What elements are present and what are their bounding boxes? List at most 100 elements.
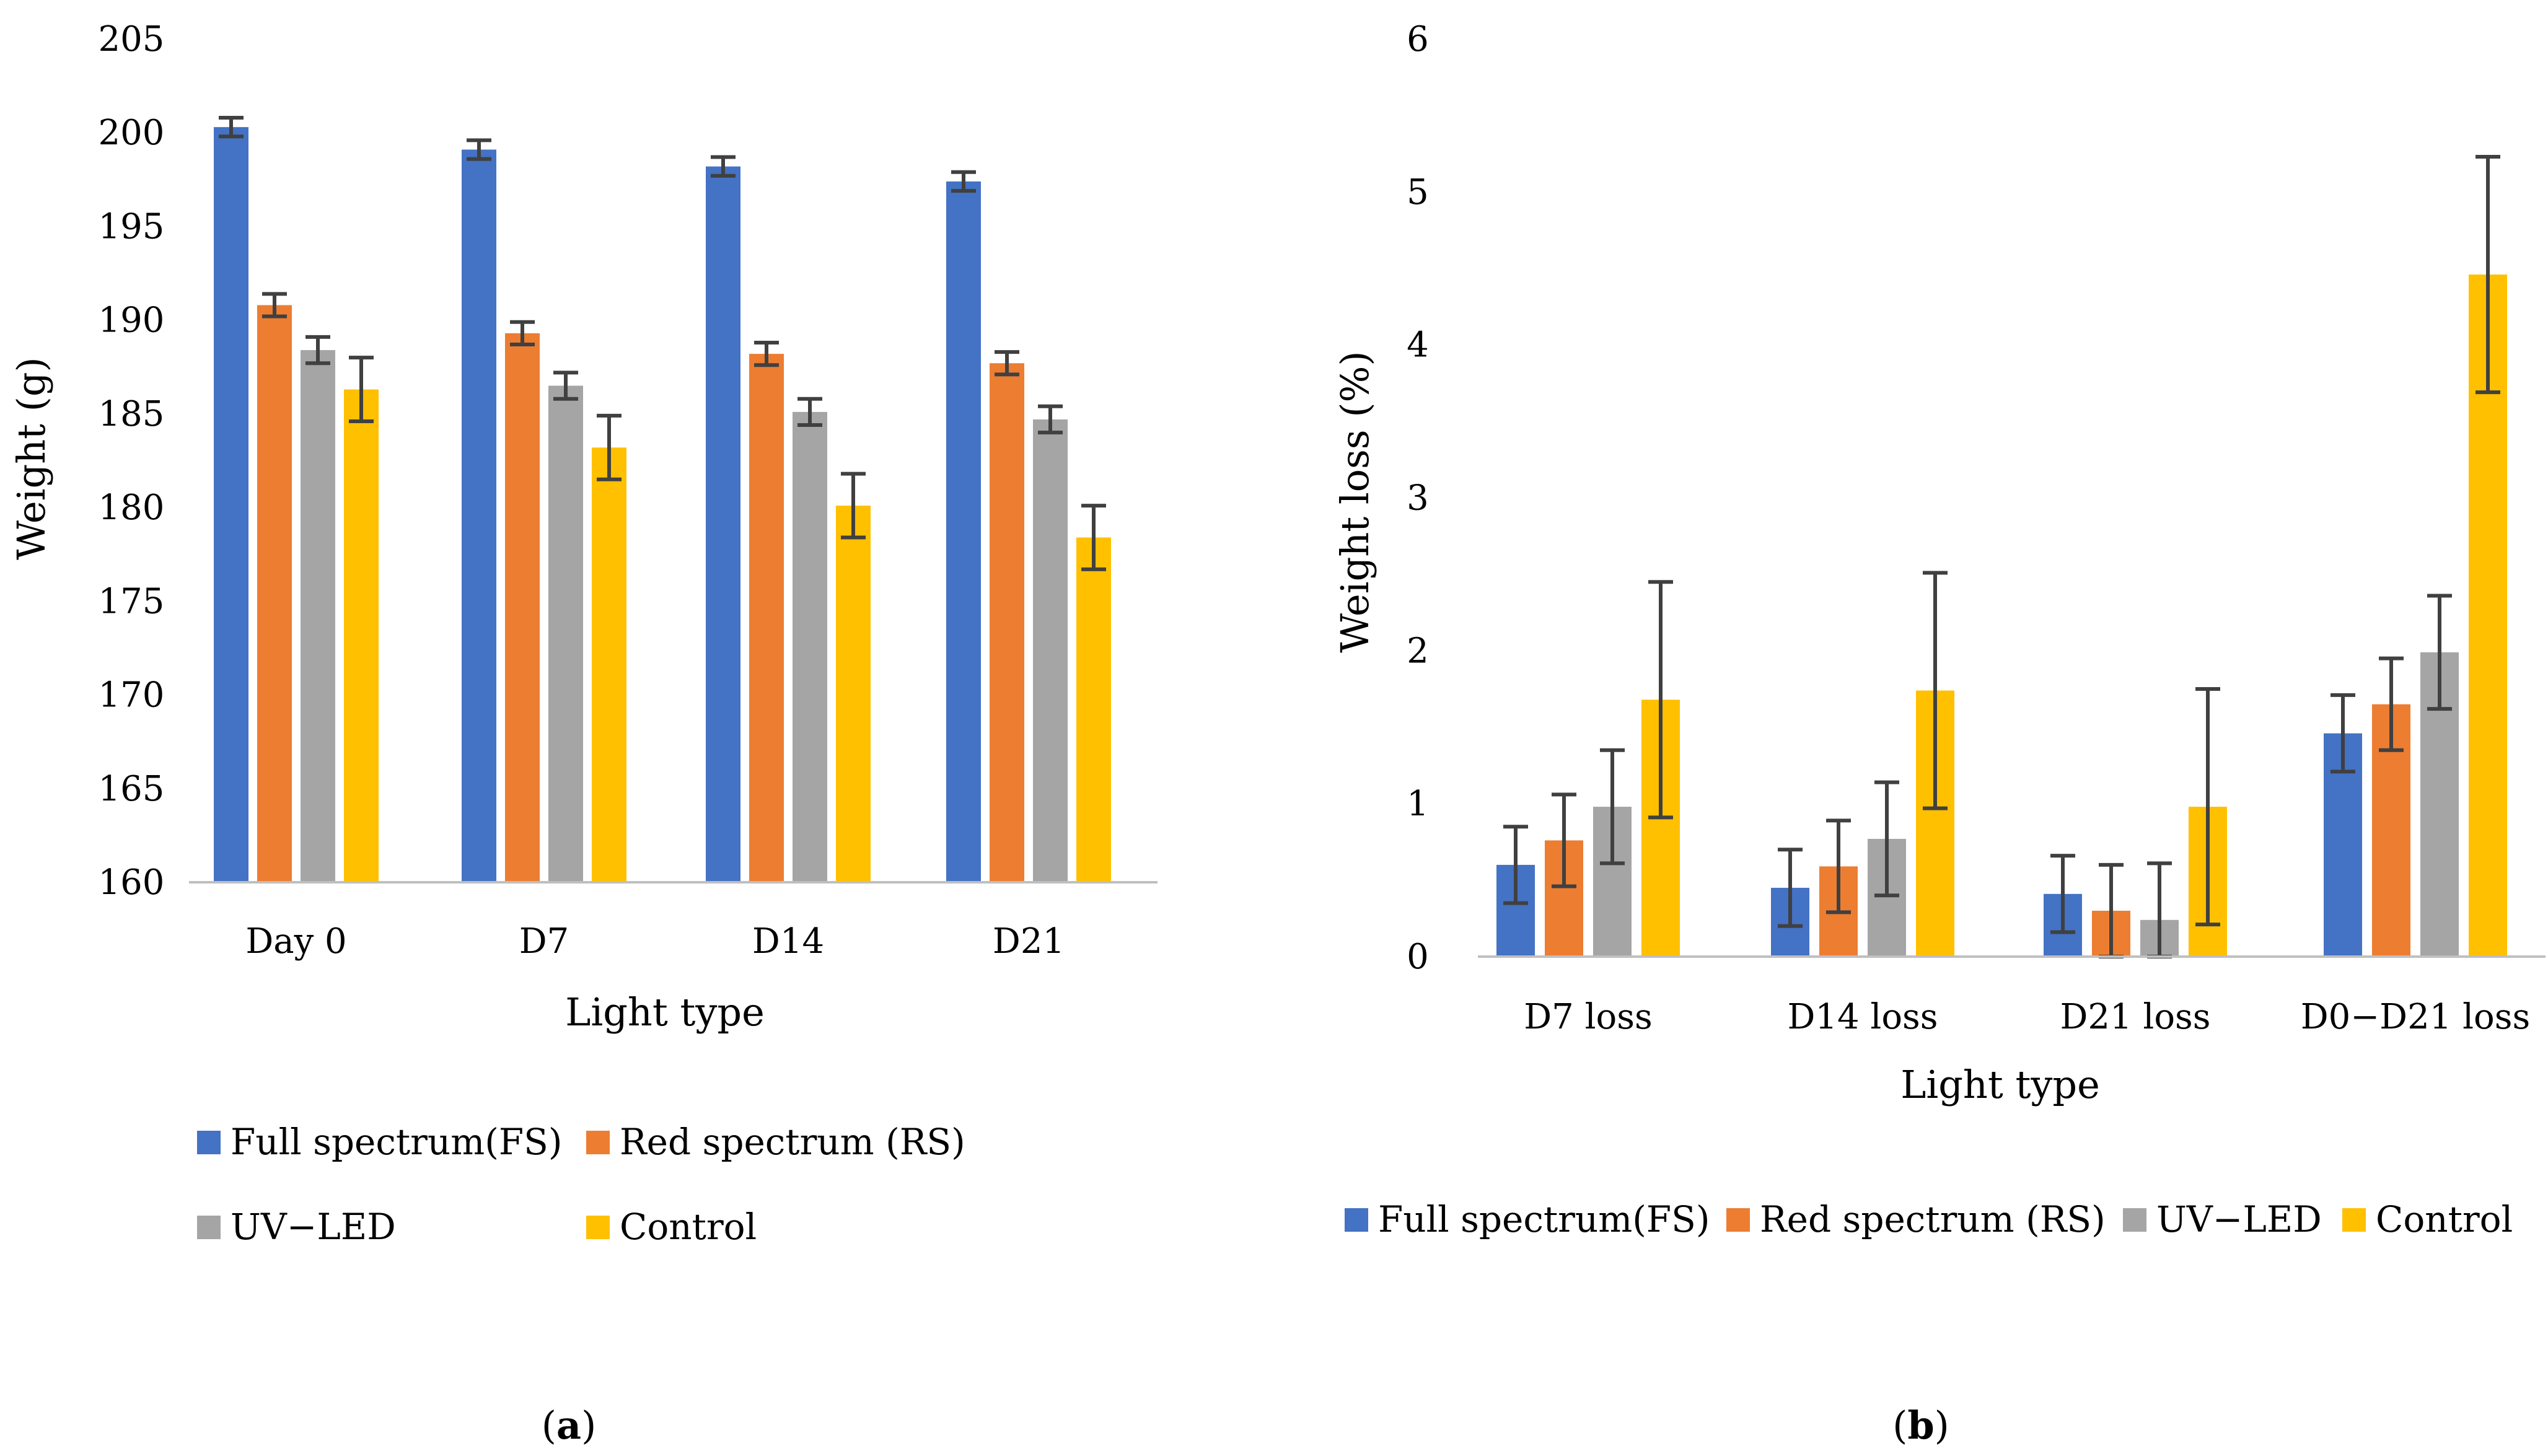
chart-b-error-bar-fs [1503,825,1528,905]
chart-a-y-tick-label: 170 [99,675,165,716]
chart-b-error-bar-control [1923,571,1948,810]
chart-a-legend-label-control: Control [620,1206,757,1248]
panel-label-a: (a) [542,1403,597,1448]
chart-a-bar-fs [706,166,740,882]
chart-a-bar-rs [749,354,784,882]
chart-a-legend-label-rs: Red spectrum (RS) [620,1121,965,1163]
chart-a-error-bar-uv [553,371,578,401]
chart-a-legend: Full spectrum(FS) Red spectrum (RS) UV−L… [197,1121,965,1248]
chart-b-legend-label-rs: Red spectrum (RS) [1760,1198,2106,1240]
chart-a-bar-control [1076,537,1111,882]
chart-a-legend-swatch-control [586,1216,610,1239]
chart-a-error-bar-control [841,471,866,540]
chart-a-error-bar-uv [1038,404,1063,435]
chart-b-error-bar-control [2195,687,2220,927]
chart-a-bar-uv [1033,419,1068,882]
chart-b-legend-label-control: Control [2376,1198,2513,1240]
chart-a-error-bar-rs [754,340,779,367]
chart-a-bar-control [836,506,871,882]
panel-label-a-letter: a [556,1403,581,1448]
chart-a-bar-fs [214,127,248,882]
chart-a-x-axis-title: Light type [565,989,765,1035]
chart-b-error-bar-fs [2331,693,2355,774]
chart-a-bar-uv [548,385,583,882]
chart-a-x-tick-label: D21 [993,921,1065,962]
chart-a-error-bar-fs [467,138,491,161]
chart-a-bar-rs [505,333,540,882]
chart-b-x-axis-title: Light type [1900,1062,2100,1107]
chart-a-error-bar-rs [995,350,1019,377]
chart-b-x-tick-label: D0−D21 loss [2301,997,2531,1037]
chart-b-x-tick-label: D14 loss [1787,997,1938,1037]
chart-a-y-tick-label: 200 [99,113,165,153]
chart-b-y-tick-label: 4 [1407,325,1429,366]
chart-b-error-bar-control [1648,580,1673,820]
chart-a-bar-fs [946,181,981,882]
chart-b: Weight loss (%) Light type Full spectrum… [1332,19,2546,1240]
chart-b-y-tick-label: 6 [1407,19,1429,59]
chart-b-x-tick-label: D7 loss [1524,997,1652,1037]
chart-a-legend-label-uv: UV−LED [231,1206,396,1248]
chart-b-error-bar-fs [1778,848,1803,928]
chart-b-error-bar-rs [1826,818,1851,914]
chart-a-legend-label-fs: Full spectrum(FS) [231,1121,562,1163]
chart-a-x-tick-label: Day 0 [245,921,346,962]
chart-a-y-tick-label: 165 [99,769,165,809]
chart-a-x-tick-label: D7 [519,921,569,962]
chart-a-error-bar-control [597,413,622,481]
chart-b-y-tick-label: 5 [1407,172,1429,213]
chart-a-bar-rs [990,363,1024,882]
chart-a-y-tick-label: 190 [99,300,165,341]
chart-a-y-tick-label: 205 [99,19,165,59]
chart-b-legend-swatch-uv [2123,1208,2146,1232]
panel-label-a-open: ( [542,1403,556,1448]
panel-label-b-letter: b [1907,1403,1934,1448]
chart-a-y-axis-title: Weight (g) [9,357,54,560]
chart-a-bar-uv [793,411,827,882]
chart-a-y-tick-label: 185 [99,394,165,434]
chart-b-error-bar-uv [2427,594,2452,711]
chart-b-y-tick-label: 1 [1407,784,1429,824]
chart-b-legend-swatch-rs [1726,1208,1750,1232]
chart-b-legend-swatch-control [2342,1208,2366,1232]
chart-b-error-bar-fs [2050,854,2075,934]
chart-a-error-bar-fs [711,155,736,178]
chart-b-legend-label-uv: UV−LED [2156,1198,2322,1240]
chart-a-bar-control [344,389,379,882]
panel-label-b: (b) [1892,1403,1949,1448]
chart-a-bar-control [592,447,626,882]
chart-a-error-bar-rs [510,320,535,346]
chart-a-error-bar-uv [797,397,822,428]
chart-a-error-bar-control [349,356,374,423]
chart-a-legend-swatch-fs [197,1131,221,1154]
panel-label-b-close: ) [1935,1403,1949,1448]
chart-b-x-tick-label: D21 loss [2060,997,2210,1037]
chart-b-error-bar-rs [1552,792,1576,888]
chart-a-error-bar-uv [305,335,330,366]
chart-a-y-tick-label: 180 [99,488,165,528]
chart-b-y-tick-label: 3 [1407,478,1429,519]
chart-b-error-bar-uv [1600,748,1625,866]
chart-a-y-tick-label: 175 [99,581,165,621]
chart-a-error-bar-fs [219,116,244,139]
chart-b-error-bar-uv [1874,780,1899,898]
chart-a-legend-swatch-uv [197,1216,221,1239]
chart-a-error-bar-fs [951,170,976,193]
chart-a-y-tick-label: 160 [99,862,165,903]
chart-a-error-bar-rs [262,292,287,318]
chart-b-legend-swatch-fs [1345,1208,1368,1232]
chart-a-x-tick-label: D14 [752,921,824,962]
chart-a-bar-fs [462,149,496,882]
chart-a-error-bar-control [1081,504,1106,571]
chart-a-legend-swatch-rs [586,1131,610,1154]
chart-b-legend-label-fs: Full spectrum(FS) [1378,1198,1710,1240]
chart-b-error-bar-control [2476,155,2500,395]
chart-a: Weight (g) Light type Full spectrum(FS) … [9,19,1158,1248]
chart-a-y-tick-label: 195 [99,206,165,247]
panel-label-b-open: ( [1892,1403,1907,1448]
panel-label-a-close: ) [581,1403,596,1448]
chart-b-legend: Full spectrum(FS) Red spectrum (RS) UV−L… [1345,1198,2513,1240]
chart-b-y-axis-title: Weight loss (%) [1332,351,1377,652]
chart-b-error-bar-rs [2379,656,2404,752]
